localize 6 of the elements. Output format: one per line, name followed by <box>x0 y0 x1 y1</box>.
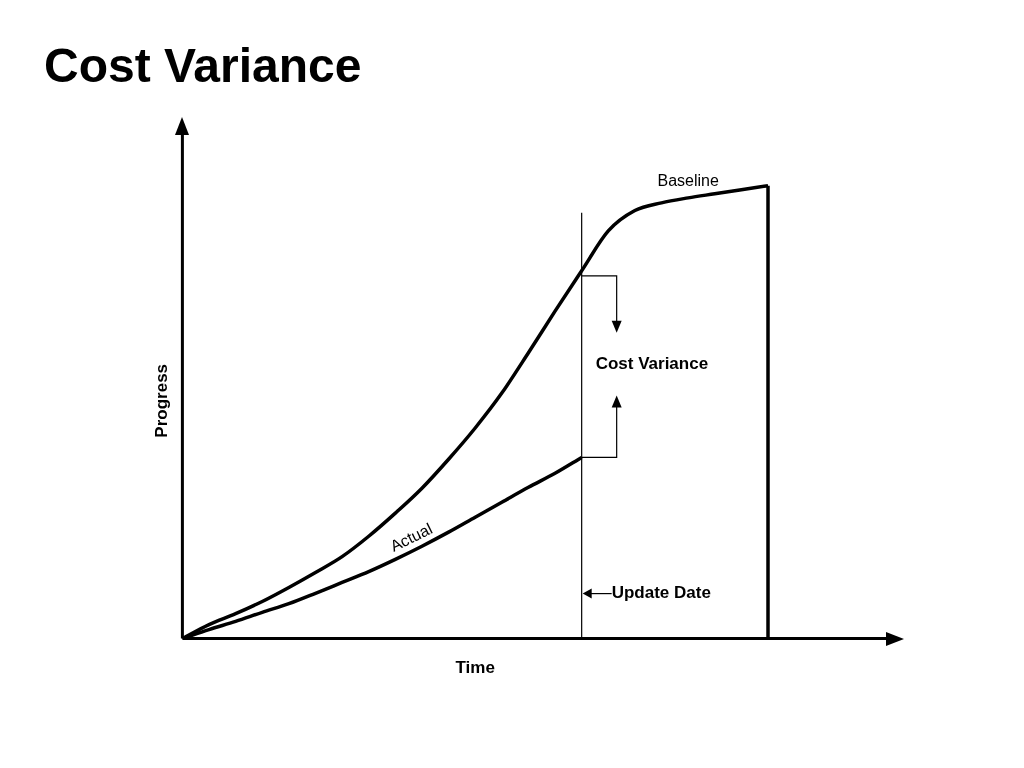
series-label: Baseline <box>657 172 719 190</box>
chart-title: Cost Variance <box>44 38 363 93</box>
x-axis-title: Time <box>455 658 495 678</box>
annotation: Cost Variance <box>595 353 709 373</box>
y-axis-title: Progress <box>151 363 171 438</box>
annotation: Update Date <box>611 583 711 603</box>
